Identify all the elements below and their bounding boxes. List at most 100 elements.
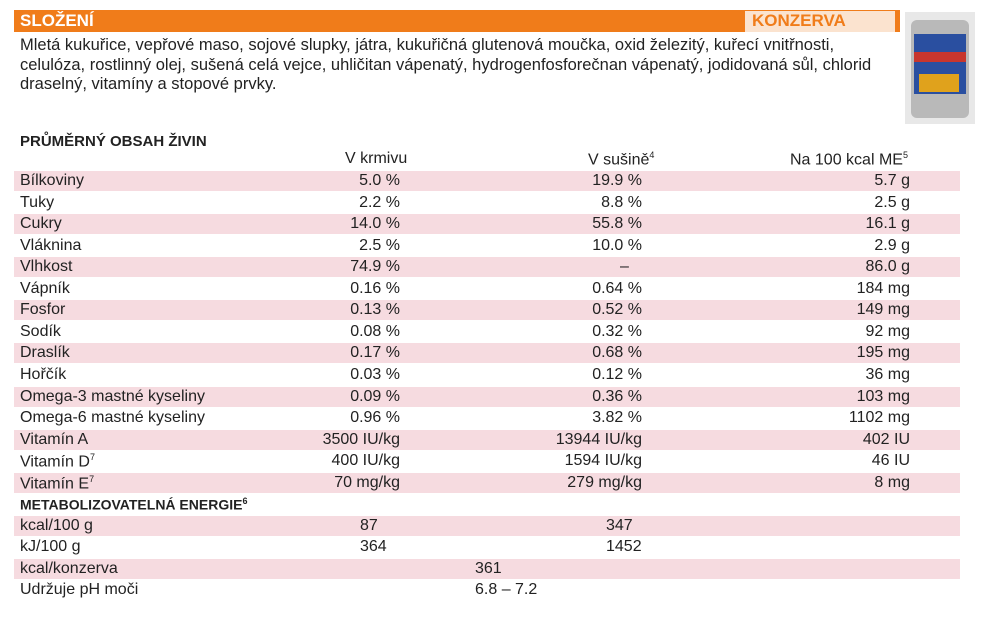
cell-value: 86.0 g — [866, 258, 910, 276]
row-label: Hořčík — [20, 366, 66, 384]
cell-value: 19.9 % — [592, 172, 642, 190]
cell-value: 2.2 % — [359, 194, 400, 212]
row-label: Tuky — [20, 194, 54, 212]
cell-value: 400 IU/kg — [332, 452, 400, 470]
cell-value: 14.0 % — [350, 215, 400, 233]
cell-value: 0.68 % — [592, 344, 642, 362]
nutrients-title: PRŮMĚRNÝ OBSAH ŽIVIN — [20, 133, 207, 150]
cell-value: 0.36 % — [592, 388, 642, 406]
cell-value: 0.13 % — [350, 301, 400, 319]
cell-value: 13944 IU/kg — [556, 431, 642, 449]
energy-title: METABOLIZOVATELNÁ ENERGIE6 — [20, 496, 247, 513]
row-label: Vitamín D7 — [20, 452, 95, 471]
footnote: 6 — [242, 496, 247, 506]
energy-row: kcal/konzerva 361 — [14, 559, 960, 579]
cell-value: 279 mg/kg — [567, 474, 642, 492]
row-label-text: Omega-6 mastné kyseliny — [20, 409, 205, 426]
row-label-text: Vitamín A — [20, 431, 88, 448]
row-label-text: Vitamín E — [20, 475, 89, 492]
cell-value: 0.16 % — [350, 280, 400, 298]
cell-value: 3500 IU/kg — [323, 431, 400, 449]
column-header: Na 100 kcal ME5 — [790, 150, 908, 169]
nutrient-row: Fosfor0.13 %0.52 %149 mg — [14, 300, 960, 320]
cell-value: 0.96 % — [350, 409, 400, 427]
row-label-text: Fosfor — [20, 301, 65, 318]
cell-value: 361 — [475, 560, 502, 578]
cell-value: 92 mg — [866, 323, 910, 341]
section-title: SLOŽENÍ — [20, 11, 94, 31]
row-label: Vitamín A — [20, 431, 88, 449]
header-row: V krmivu V sušině4 Na 100 kcal ME5 — [14, 149, 960, 169]
cell-value: 8.8 % — [601, 194, 642, 212]
nutrient-row: Sodík 0.08 % 0.32 % 92 mg — [14, 322, 960, 342]
footnote: 7 — [89, 474, 94, 484]
cell-value: 0.64 % — [592, 280, 642, 298]
row-label: Vitamín E7 — [20, 474, 94, 493]
column-header-text: V krmivu — [345, 150, 407, 167]
cell-value: 16.1 g — [866, 215, 910, 233]
cell-value: 195 mg — [857, 344, 910, 362]
cell-value: 87 — [360, 517, 378, 535]
cell-value: 0.52 % — [592, 301, 642, 319]
column-header: V sušině4 — [588, 150, 654, 169]
row-label-text: Omega-3 mastné kyseliny — [20, 388, 205, 405]
row-label: Omega-3 mastné kyseliny — [20, 388, 205, 406]
row-label: Draslík — [20, 344, 70, 362]
cell-value: 0.09 % — [350, 388, 400, 406]
row-label: Sodík — [20, 323, 61, 341]
cell-value: 2.5 g — [874, 194, 910, 212]
nutrient-row: Vitamín E7 70 mg/kg 279 mg/kg 8 mg — [14, 473, 960, 493]
nutrient-row: Vitamín A 3500 IU/kg 13944 IU/kg 402 IU — [14, 430, 960, 450]
nutrient-row: Draslík0.17 %0.68 %195 mg — [14, 343, 960, 363]
row-label-text: Cukry — [20, 215, 62, 232]
cell-value: 74.9 % — [350, 258, 400, 276]
cell-value: 402 IU — [863, 431, 910, 449]
row-label: Udržuje pH moči — [20, 581, 138, 599]
cell-value: 1594 IU/kg — [565, 452, 642, 470]
cell-value: 6.8 – 7.2 — [475, 581, 537, 599]
row-label-text: Tuky — [20, 194, 54, 211]
cell-value: 1102 mg — [849, 409, 910, 427]
row-label-text: Vláknina — [20, 237, 81, 254]
row-label-text: Hořčík — [20, 366, 66, 383]
cell-value: 70 mg/kg — [334, 474, 400, 492]
row-label: Vápník — [20, 280, 70, 298]
energy-row: Udržuje pH moči 6.8 – 7.2 — [14, 580, 960, 600]
cell-value: 36 mg — [866, 366, 910, 384]
nutrient-row: Bílkoviny 5.0 % 19.9 % 5.7 g — [14, 171, 960, 191]
cell-value: 2.5 % — [359, 237, 400, 255]
energy-header: METABOLIZOVATELNÁ ENERGIE6 — [14, 494, 960, 514]
cell-value: 0.32 % — [592, 323, 642, 341]
row-label: kJ/100 g — [20, 538, 80, 556]
row-label: Bílkoviny — [20, 172, 84, 190]
row-label-text: Vitamín D — [20, 453, 90, 470]
page: SLOŽENÍ KONZERVA Mletá kukuřice, vepřové… — [0, 0, 983, 635]
row-label-text: Vlhkost — [20, 258, 72, 275]
energy-title-text: METABOLIZOVATELNÁ ENERGIE — [20, 497, 242, 513]
nutrient-row: Vitamín D7 400 IU/kg 1594 IU/kg 46 IU — [14, 451, 960, 471]
cell-value: 0.08 % — [350, 323, 400, 341]
cell-value: 8 mg — [874, 474, 910, 492]
cell-value: 55.8 % — [592, 215, 642, 233]
cell-value: 184 mg — [857, 280, 910, 298]
cell-value: 0.03 % — [350, 366, 400, 384]
row-label: kcal/konzerva — [20, 560, 118, 578]
nutrient-row: Cukry 14.0 % 55.8 % 16.1 g — [14, 214, 960, 234]
footnote: 4 — [649, 150, 654, 160]
cell-value: 46 IU — [872, 452, 910, 470]
row-label-text: Vápník — [20, 280, 70, 297]
footnote: 5 — [903, 150, 908, 160]
product-image — [905, 12, 975, 124]
row-label: Cukry — [20, 215, 62, 233]
cell-value: 5.7 g — [874, 172, 910, 190]
badge: KONZERVA — [752, 11, 846, 31]
row-label: Vláknina — [20, 237, 81, 255]
row-label: Vlhkost — [20, 258, 72, 276]
cell-value: 5.0 % — [359, 172, 400, 190]
row-label: kcal/100 g — [20, 517, 93, 535]
